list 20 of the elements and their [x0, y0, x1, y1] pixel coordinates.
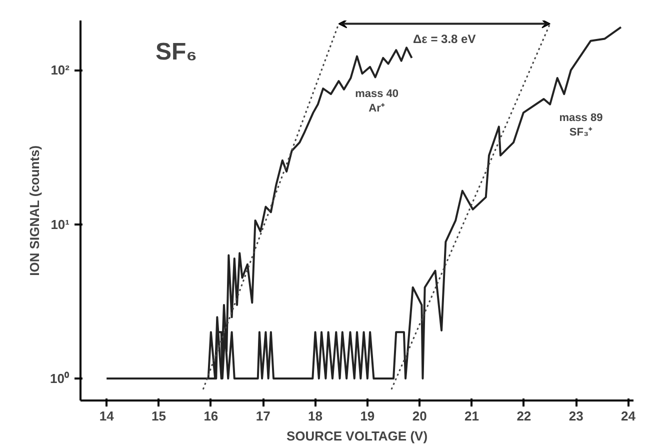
- x-tick-label: 17: [256, 408, 270, 424]
- series-label: mass 40 Ar⁺: [355, 88, 399, 114]
- y-axis-title: ION SIGNAL (counts): [27, 145, 42, 276]
- x-tick-label: 20: [412, 408, 427, 424]
- annotation: Δε = 3.8 eV: [413, 32, 476, 46]
- x-tick-label: 22: [516, 408, 532, 424]
- x-tick-label: 16: [204, 408, 218, 424]
- x-tick-label: 15: [152, 408, 166, 424]
- x-axis-title: SOURCE VOLTAGE (V): [286, 428, 428, 444]
- y-tick-label: 10⁰: [50, 371, 70, 386]
- series-label: mass 89 SF₃⁺: [559, 112, 603, 139]
- y-tick-label: 10²: [50, 62, 70, 78]
- x-tick-label: 19: [360, 408, 375, 424]
- x-tick-label: 14: [99, 408, 115, 424]
- x-tick-label: 24: [621, 408, 636, 424]
- x-tick-label: 21: [464, 408, 480, 424]
- x-tick-label: 23: [568, 408, 584, 424]
- x-tick-label: 18: [308, 408, 323, 424]
- y-tick-label: 10¹: [50, 216, 70, 232]
- annotation: SF₆: [156, 38, 198, 66]
